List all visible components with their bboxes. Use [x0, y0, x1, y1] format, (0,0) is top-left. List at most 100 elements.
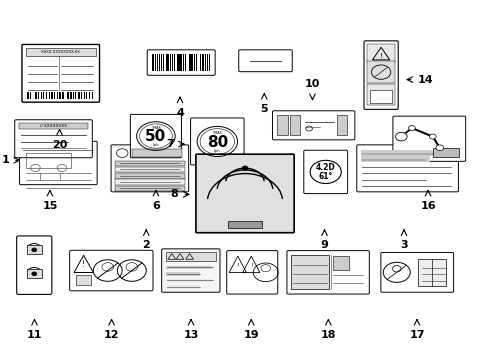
FancyBboxPatch shape: [162, 249, 220, 292]
Bar: [183, 54, 184, 71]
Bar: [76, 275, 91, 285]
Bar: [43, 92, 44, 99]
Circle shape: [242, 166, 247, 170]
Bar: [151, 54, 152, 71]
Text: 6: 6: [152, 201, 160, 211]
Circle shape: [407, 126, 414, 131]
Bar: [366, 61, 394, 83]
Text: 4.2D: 4.2D: [315, 163, 335, 172]
FancyBboxPatch shape: [22, 44, 100, 102]
Bar: [26, 269, 42, 278]
Bar: [46, 92, 47, 99]
FancyBboxPatch shape: [17, 236, 52, 294]
Bar: [172, 54, 173, 71]
FancyBboxPatch shape: [272, 111, 354, 140]
Text: 19: 19: [243, 330, 259, 340]
Text: !: !: [82, 260, 85, 269]
Bar: [26, 48, 96, 55]
Text: TMAX: TMAX: [212, 131, 222, 135]
Text: kph: kph: [152, 143, 159, 147]
FancyBboxPatch shape: [392, 116, 465, 161]
Bar: [132, 149, 182, 157]
Bar: [188, 54, 189, 71]
Bar: [115, 185, 184, 191]
Text: 9: 9: [320, 240, 328, 250]
Bar: [228, 221, 262, 228]
FancyBboxPatch shape: [238, 50, 292, 72]
Bar: [62, 92, 63, 99]
Bar: [49, 92, 50, 99]
Bar: [173, 54, 175, 71]
Text: 1: 1: [1, 155, 9, 165]
Bar: [81, 92, 82, 99]
Bar: [166, 272, 199, 276]
Bar: [432, 148, 458, 157]
Bar: [201, 54, 203, 71]
Bar: [54, 92, 55, 99]
Text: 80: 80: [206, 135, 227, 150]
Bar: [91, 92, 93, 99]
Bar: [89, 92, 90, 99]
Text: 16: 16: [419, 201, 435, 211]
Text: // XXXXXXXX: // XXXXXXXX: [40, 124, 67, 128]
Bar: [26, 245, 42, 254]
Text: 8: 8: [170, 189, 178, 199]
Bar: [366, 84, 394, 105]
Bar: [418, 259, 446, 285]
Bar: [184, 54, 186, 71]
Bar: [115, 161, 184, 166]
Bar: [175, 54, 176, 71]
Bar: [186, 54, 187, 71]
Circle shape: [32, 248, 37, 252]
Bar: [115, 174, 184, 179]
Bar: [41, 92, 42, 99]
Bar: [196, 54, 197, 71]
Bar: [161, 54, 162, 71]
Bar: [290, 255, 328, 289]
Bar: [179, 54, 180, 71]
Text: 11: 11: [27, 330, 42, 340]
Circle shape: [395, 132, 407, 141]
Circle shape: [435, 145, 443, 150]
Bar: [19, 123, 88, 129]
Bar: [83, 92, 85, 99]
Bar: [155, 54, 156, 71]
Bar: [35, 92, 37, 99]
Text: 15: 15: [42, 201, 58, 211]
Bar: [168, 54, 169, 71]
FancyBboxPatch shape: [380, 252, 453, 292]
Text: 18: 18: [320, 330, 335, 340]
Text: kph: kph: [214, 149, 220, 153]
Bar: [30, 92, 31, 99]
Bar: [194, 54, 195, 71]
Bar: [332, 256, 348, 270]
Text: 7: 7: [165, 139, 173, 149]
Bar: [64, 92, 65, 99]
Text: 50: 50: [145, 129, 166, 144]
Bar: [157, 54, 158, 71]
Text: !: !: [236, 262, 239, 267]
FancyBboxPatch shape: [363, 41, 397, 109]
Text: TMAX: TMAX: [151, 126, 161, 130]
Bar: [208, 54, 209, 71]
Text: !: !: [379, 53, 382, 59]
Bar: [38, 92, 40, 99]
Text: 12: 12: [103, 330, 119, 340]
Bar: [360, 150, 454, 156]
Bar: [336, 116, 346, 135]
Bar: [165, 252, 216, 261]
Text: 14: 14: [417, 75, 432, 85]
Bar: [360, 156, 429, 162]
FancyBboxPatch shape: [15, 120, 92, 158]
FancyBboxPatch shape: [196, 154, 294, 233]
Bar: [153, 54, 154, 71]
Bar: [369, 90, 391, 103]
Bar: [86, 92, 87, 99]
Circle shape: [32, 272, 37, 275]
Bar: [164, 54, 165, 71]
Bar: [26, 153, 70, 168]
Text: !: !: [249, 262, 252, 267]
Text: 10: 10: [304, 79, 320, 89]
Text: 17: 17: [408, 330, 424, 340]
FancyBboxPatch shape: [147, 50, 215, 75]
